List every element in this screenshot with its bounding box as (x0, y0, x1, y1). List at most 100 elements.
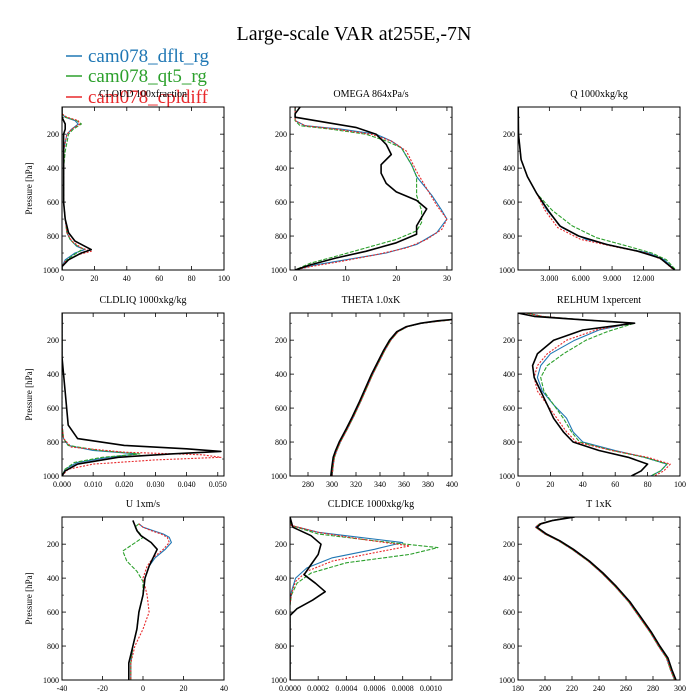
y-tick-label-2-3: 800 (503, 232, 515, 241)
y-axis-label-0: Pressure [hPa] (24, 162, 34, 214)
y-tick-label-8-2: 600 (503, 608, 515, 617)
x-tick-label-2-2: 9.000 (603, 274, 621, 283)
x-tick-label-5-2: 40 (579, 480, 587, 489)
y-tick-label-5-3: 800 (503, 438, 515, 447)
series-line-7-2 (290, 517, 411, 680)
series-line-6-2 (130, 523, 170, 680)
x-tick-label-1-0: 0 (293, 274, 297, 283)
y-tick-label-0-4: 1000 (43, 266, 59, 275)
series-line-1-3 (294, 107, 428, 270)
x-tick-label-0-4: 80 (188, 274, 196, 283)
series-line-5-2 (525, 313, 671, 476)
x-tick-label-1-3: 30 (443, 274, 451, 283)
y-tick-label-1-3: 800 (275, 232, 287, 241)
panel-6: U 1xm/s 200 400 600 800 1000-40 -20 0 20 40 Pressu… (24, 499, 228, 693)
series-line-4-3 (330, 318, 452, 476)
y-tick-label-2-0: 200 (503, 130, 515, 139)
series-line-4-0 (331, 319, 452, 476)
x-tick-label-0-0: 0 (60, 274, 64, 283)
series-line-5-0 (525, 313, 668, 476)
y-tick-label-7-0: 200 (275, 540, 287, 549)
y-tick-label-6-4: 1000 (43, 676, 59, 685)
y-tick-label-8-4: 1000 (499, 676, 515, 685)
y-tick-label-1-4: 1000 (271, 266, 287, 275)
y-tick-label-4-3: 800 (275, 438, 287, 447)
panel-title-2: Q 1000xkg/kg (570, 89, 628, 100)
y-tick-label-6-0: 200 (47, 540, 59, 549)
y-tick-label-3-3: 800 (47, 438, 59, 447)
y-tick-label-7-4: 1000 (271, 676, 287, 685)
series-line-7-3 (290, 517, 326, 680)
series-line-8-2 (534, 517, 676, 680)
y-tick-label-3-0: 200 (47, 336, 59, 345)
y-tick-label-6-3: 800 (47, 642, 59, 651)
panel-title-3: CLDLIQ 1000xkg/kg (100, 295, 187, 306)
x-tick-label-6-4: 40 (220, 684, 228, 693)
y-tick-label-0-3: 800 (47, 232, 59, 241)
x-tick-label-8-2: 220 (566, 684, 578, 693)
x-tick-label-6-0: -40 (57, 684, 68, 693)
x-tick-label-7-2: 0.0004 (335, 684, 357, 693)
legend: cam078_dflt_rgcam078_qt5_rgcam078_cpldif… (66, 46, 210, 108)
x-tick-label-3-0: 0.000 (53, 480, 71, 489)
x-tick-label-3-3: 0.030 (146, 480, 164, 489)
series-line-2-0 (518, 107, 676, 270)
x-tick-label-4-5: 380 (422, 480, 434, 489)
x-tick-label-0-3: 60 (155, 274, 163, 283)
y-tick-label-6-2: 600 (47, 608, 59, 617)
x-tick-label-8-4: 260 (620, 684, 632, 693)
y-axis-label-6: Pressure [hPa] (24, 572, 34, 624)
series-line-0-3 (62, 107, 92, 270)
series-line-4-1 (331, 319, 452, 476)
series-line-3-0 (62, 313, 138, 476)
panel-title-7: CLDICE 1000xkg/kg (328, 499, 414, 510)
y-tick-label-4-2: 600 (275, 404, 287, 413)
y-tick-label-5-4: 1000 (499, 472, 515, 481)
y-tick-label-0-1: 400 (47, 164, 59, 173)
series-line-1-2 (294, 107, 448, 270)
x-tick-label-5-4: 80 (644, 480, 652, 489)
y-tick-label-2-2: 600 (503, 198, 515, 207)
y-tick-label-1-0: 200 (275, 130, 287, 139)
panel-4: THETA 1.0xK 200 400 600 800 1000 280 300 320 340 3… (271, 295, 458, 489)
plot-frame-2 (517, 106, 681, 271)
x-tick-label-0-2: 40 (123, 274, 131, 283)
panel-title-1: OMEGA 864xPa/s (333, 89, 408, 100)
y-tick-label-0-2: 600 (47, 198, 59, 207)
x-tick-label-7-5: 0.0010 (420, 684, 442, 693)
y-tick-label-0-0: 200 (47, 130, 59, 139)
series-line-3-1 (62, 313, 141, 476)
x-tick-label-7-4: 0.0008 (392, 684, 414, 693)
panel-title-5: RELHUM 1xpercent (557, 295, 641, 306)
x-tick-label-2-0: 3.000 (540, 274, 558, 283)
y-tick-label-4-4: 1000 (271, 472, 287, 481)
y-tick-label-7-3: 800 (275, 642, 287, 651)
figure-title: Large-scale VAR at255E,-7N (237, 23, 472, 45)
panel-title-8: T 1xK (586, 499, 612, 510)
series-line-2-2 (518, 107, 675, 270)
plot-frame-1 (289, 106, 453, 271)
x-tick-label-0-1: 20 (90, 274, 98, 283)
y-axis-label-3: Pressure [hPa] (24, 368, 34, 420)
y-tick-label-1-2: 600 (275, 198, 287, 207)
x-tick-label-7-3: 0.0006 (364, 684, 386, 693)
series-line-7-1 (290, 517, 439, 680)
x-tick-label-8-3: 240 (593, 684, 605, 693)
y-tick-label-6-1: 400 (47, 574, 59, 583)
x-tick-label-4-2: 320 (350, 480, 362, 489)
x-tick-label-3-1: 0.010 (84, 480, 102, 489)
x-tick-label-1-2: 20 (392, 274, 400, 283)
panel-title-0: CLOUD 100xfraction (99, 89, 187, 100)
panel-1: OMEGA 864xPa/s 200 400 600 800 1000 0 10 20 30 (271, 89, 453, 283)
plot-frame-7 (289, 516, 453, 681)
plot-frame-5 (517, 312, 681, 477)
panel-2: Q 1000xkg/kg 200 400 600 800 1000 3.000 6.000 9.… (499, 89, 681, 283)
y-tick-label-4-1: 400 (275, 370, 287, 379)
x-tick-label-4-6: 400 (446, 480, 458, 489)
x-tick-label-0-5: 100 (218, 274, 230, 283)
